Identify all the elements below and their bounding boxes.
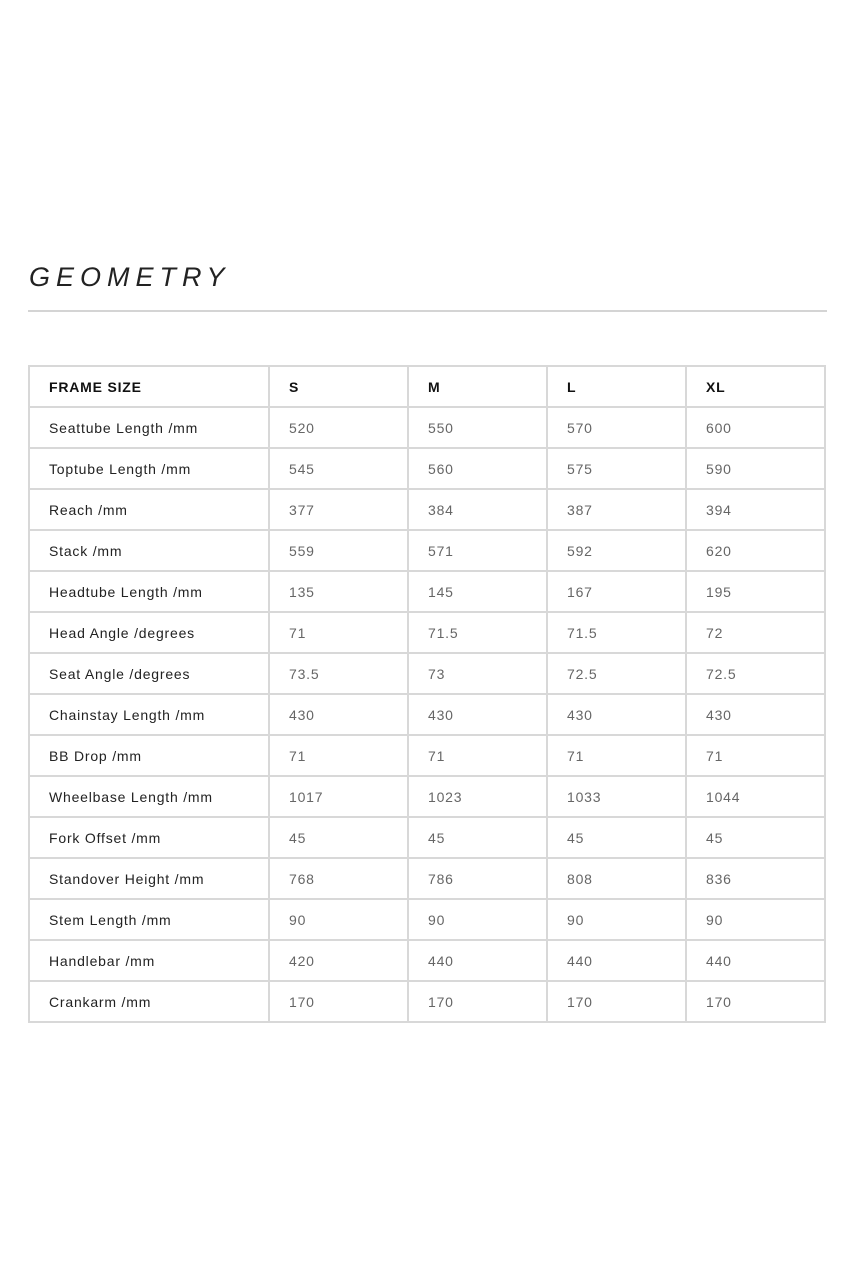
row-label: Fork Offset /mm	[28, 816, 270, 859]
row-label: Head Angle /degrees	[28, 611, 270, 654]
row-label: Stack /mm	[28, 529, 270, 572]
cell-value: 90	[546, 898, 687, 941]
cell-value: 170	[268, 980, 409, 1023]
cell-value: 145	[407, 570, 548, 613]
cell-value: 560	[407, 447, 548, 490]
divider	[28, 310, 827, 312]
cell-value: 73.5	[268, 652, 409, 695]
cell-value: 620	[685, 529, 826, 572]
cell-value: 1017	[268, 775, 409, 818]
table-row: Seat Angle /degrees 73.5 73 72.5 72.5	[28, 652, 826, 695]
column-header: FRAME SIZE	[28, 365, 270, 408]
cell-value: 1044	[685, 775, 826, 818]
cell-value: 394	[685, 488, 826, 531]
row-label: Chainstay Length /mm	[28, 693, 270, 736]
row-label: Headtube Length /mm	[28, 570, 270, 613]
cell-value: 71	[407, 734, 548, 777]
cell-value: 440	[407, 939, 548, 982]
cell-value: 45	[546, 816, 687, 859]
cell-value: 768	[268, 857, 409, 900]
table-row: Handlebar /mm 420 440 440 440	[28, 939, 826, 982]
cell-value: 430	[685, 693, 826, 736]
cell-value: 377	[268, 488, 409, 531]
cell-value: 592	[546, 529, 687, 572]
table-row: Chainstay Length /mm 430 430 430 430	[28, 693, 826, 736]
cell-value: 430	[407, 693, 548, 736]
cell-value: 170	[546, 980, 687, 1023]
cell-value: 167	[546, 570, 687, 613]
cell-value: 71	[268, 734, 409, 777]
cell-value: 170	[685, 980, 826, 1023]
cell-value: 384	[407, 488, 548, 531]
cell-value: 90	[685, 898, 826, 941]
row-label: Seattube Length /mm	[28, 406, 270, 449]
cell-value: 570	[546, 406, 687, 449]
table-row: Crankarm /mm 170 170 170 170	[28, 980, 826, 1023]
table-row: Stem Length /mm 90 90 90 90	[28, 898, 826, 941]
column-header: S	[268, 365, 409, 408]
cell-value: 73	[407, 652, 548, 695]
cell-value: 72.5	[546, 652, 687, 695]
cell-value: 45	[268, 816, 409, 859]
row-label: BB Drop /mm	[28, 734, 270, 777]
cell-value: 571	[407, 529, 548, 572]
cell-value: 520	[268, 406, 409, 449]
cell-value: 170	[407, 980, 548, 1023]
row-label: Stem Length /mm	[28, 898, 270, 941]
row-label: Handlebar /mm	[28, 939, 270, 982]
cell-value: 71.5	[546, 611, 687, 654]
table-row: Standover Height /mm 768 786 808 836	[28, 857, 826, 900]
cell-value: 72	[685, 611, 826, 654]
cell-value: 808	[546, 857, 687, 900]
cell-value: 575	[546, 447, 687, 490]
cell-value: 430	[268, 693, 409, 736]
column-header: XL	[685, 365, 826, 408]
cell-value: 1023	[407, 775, 548, 818]
cell-value: 71	[685, 734, 826, 777]
cell-value: 71.5	[407, 611, 548, 654]
row-label: Toptube Length /mm	[28, 447, 270, 490]
table-row: Stack /mm 559 571 592 620	[28, 529, 826, 572]
table-row: Head Angle /degrees 71 71.5 71.5 72	[28, 611, 826, 654]
table-row: BB Drop /mm 71 71 71 71	[28, 734, 826, 777]
row-label: Seat Angle /degrees	[28, 652, 270, 695]
cell-value: 600	[685, 406, 826, 449]
geometry-table: FRAME SIZE S M L XL Seattube Length /mm 520 55…	[28, 365, 826, 1023]
cell-value: 72.5	[685, 652, 826, 695]
cell-value: 430	[546, 693, 687, 736]
column-header: L	[546, 365, 687, 408]
table-row: Toptube Length /mm 545 560 575 590	[28, 447, 826, 490]
row-label: Wheelbase Length /mm	[28, 775, 270, 818]
cell-value: 387	[546, 488, 687, 531]
cell-value: 135	[268, 570, 409, 613]
row-label: Reach /mm	[28, 488, 270, 531]
cell-value: 559	[268, 529, 409, 572]
row-label: Standover Height /mm	[28, 857, 270, 900]
table-row: Wheelbase Length /mm 1017 1023 1033 1044	[28, 775, 826, 818]
cell-value: 836	[685, 857, 826, 900]
cell-value: 420	[268, 939, 409, 982]
table-row: Fork Offset /mm 45 45 45 45	[28, 816, 826, 859]
cell-value: 545	[268, 447, 409, 490]
cell-value: 90	[268, 898, 409, 941]
row-label: Crankarm /mm	[28, 980, 270, 1023]
table-row: Reach /mm 377 384 387 394	[28, 488, 826, 531]
cell-value: 71	[268, 611, 409, 654]
cell-value: 440	[546, 939, 687, 982]
cell-value: 71	[546, 734, 687, 777]
page-title: GEOMETRY	[29, 262, 231, 292]
cell-value: 1033	[546, 775, 687, 818]
column-header: M	[407, 365, 548, 408]
cell-value: 90	[407, 898, 548, 941]
cell-value: 786	[407, 857, 548, 900]
cell-value: 590	[685, 447, 826, 490]
cell-value: 440	[685, 939, 826, 982]
cell-value: 45	[685, 816, 826, 859]
table-row: Headtube Length /mm 135 145 167 195	[28, 570, 826, 613]
table-row: Seattube Length /mm 520 550 570 600	[28, 406, 826, 449]
cell-value: 195	[685, 570, 826, 613]
header-row: FRAME SIZE S M L XL	[28, 365, 826, 408]
cell-value: 45	[407, 816, 548, 859]
cell-value: 550	[407, 406, 548, 449]
